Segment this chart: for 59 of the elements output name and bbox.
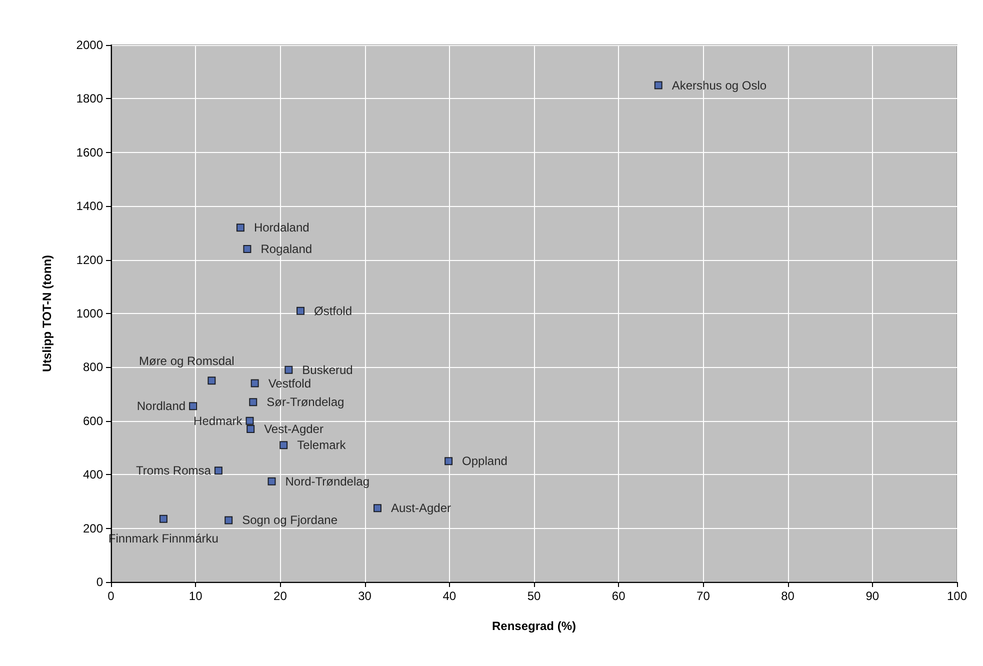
point <box>246 424 255 433</box>
point <box>249 398 258 406</box>
y-tick-label: 1600 <box>76 145 104 160</box>
point <box>236 224 244 232</box>
x-tick-label: 70 <box>696 589 710 603</box>
point <box>654 81 662 90</box>
point <box>208 376 216 385</box>
y-tick-label: 1400 <box>76 199 104 214</box>
point <box>189 402 198 410</box>
y-tick-label: 800 <box>82 360 104 374</box>
y-tick-label: 2000 <box>76 38 104 52</box>
x-tick-label: 100 <box>946 589 968 603</box>
annotation: Telemark <box>297 438 347 452</box>
x-tick-label: 20 <box>274 589 288 603</box>
annotation: Vestfold <box>268 376 312 390</box>
x-tick-label: 0 <box>108 589 115 603</box>
y-axis-title: Utslipp TOT-N (tonn) <box>40 254 54 372</box>
x-tick-label: 40 <box>442 589 456 603</box>
point <box>444 457 453 466</box>
point <box>243 245 252 254</box>
x-tick-label: 10 <box>188 589 203 603</box>
annotation: Oppland <box>462 454 508 468</box>
point <box>296 306 305 315</box>
annotation: Vest-Agder <box>264 422 324 436</box>
annotation: Akershus og Oslo <box>672 78 767 92</box>
point <box>268 477 276 486</box>
annotation: Hedmark <box>194 414 244 428</box>
y-tick-label: 600 <box>82 414 104 428</box>
x-tick-label: 80 <box>781 589 795 603</box>
y-tick-label: 1200 <box>76 252 104 267</box>
annotation: Nord-Trøndelag <box>285 474 370 488</box>
annotation: Rogaland <box>260 242 312 256</box>
point <box>224 516 233 524</box>
x-tick-label: 60 <box>612 589 626 603</box>
point <box>159 514 168 523</box>
annotation: Aust-Agder <box>390 501 452 516</box>
annotation: Buskerud <box>302 362 353 377</box>
point <box>246 416 254 425</box>
annotation: Sør-Trøndelag <box>266 395 344 410</box>
point <box>280 441 288 450</box>
point <box>373 504 382 512</box>
annotation: Møre og Romsdal <box>138 354 234 368</box>
point <box>214 466 222 475</box>
y-tick-label: 1800 <box>76 92 104 106</box>
x-tick-label: 50 <box>527 589 541 603</box>
y-tick-label: 200 <box>82 521 104 536</box>
x-tick-label: 30 <box>358 589 372 603</box>
y-tick-label: 0 <box>96 575 104 589</box>
annotation: Østfold <box>314 304 352 318</box>
annotation: Hordaland <box>254 220 310 235</box>
y-tick-label: 1000 <box>76 306 104 320</box>
x-axis-title: Rensegrad (%) <box>492 619 576 633</box>
annotation: Nordland <box>136 399 186 414</box>
point <box>250 379 259 388</box>
annotation: Troms Romsa <box>136 464 212 478</box>
annotation: Sogn og Fjordane <box>242 513 338 528</box>
y-tick-label: 400 <box>82 468 104 482</box>
x-tick-label: 90 <box>866 589 880 603</box>
point <box>284 366 293 374</box>
